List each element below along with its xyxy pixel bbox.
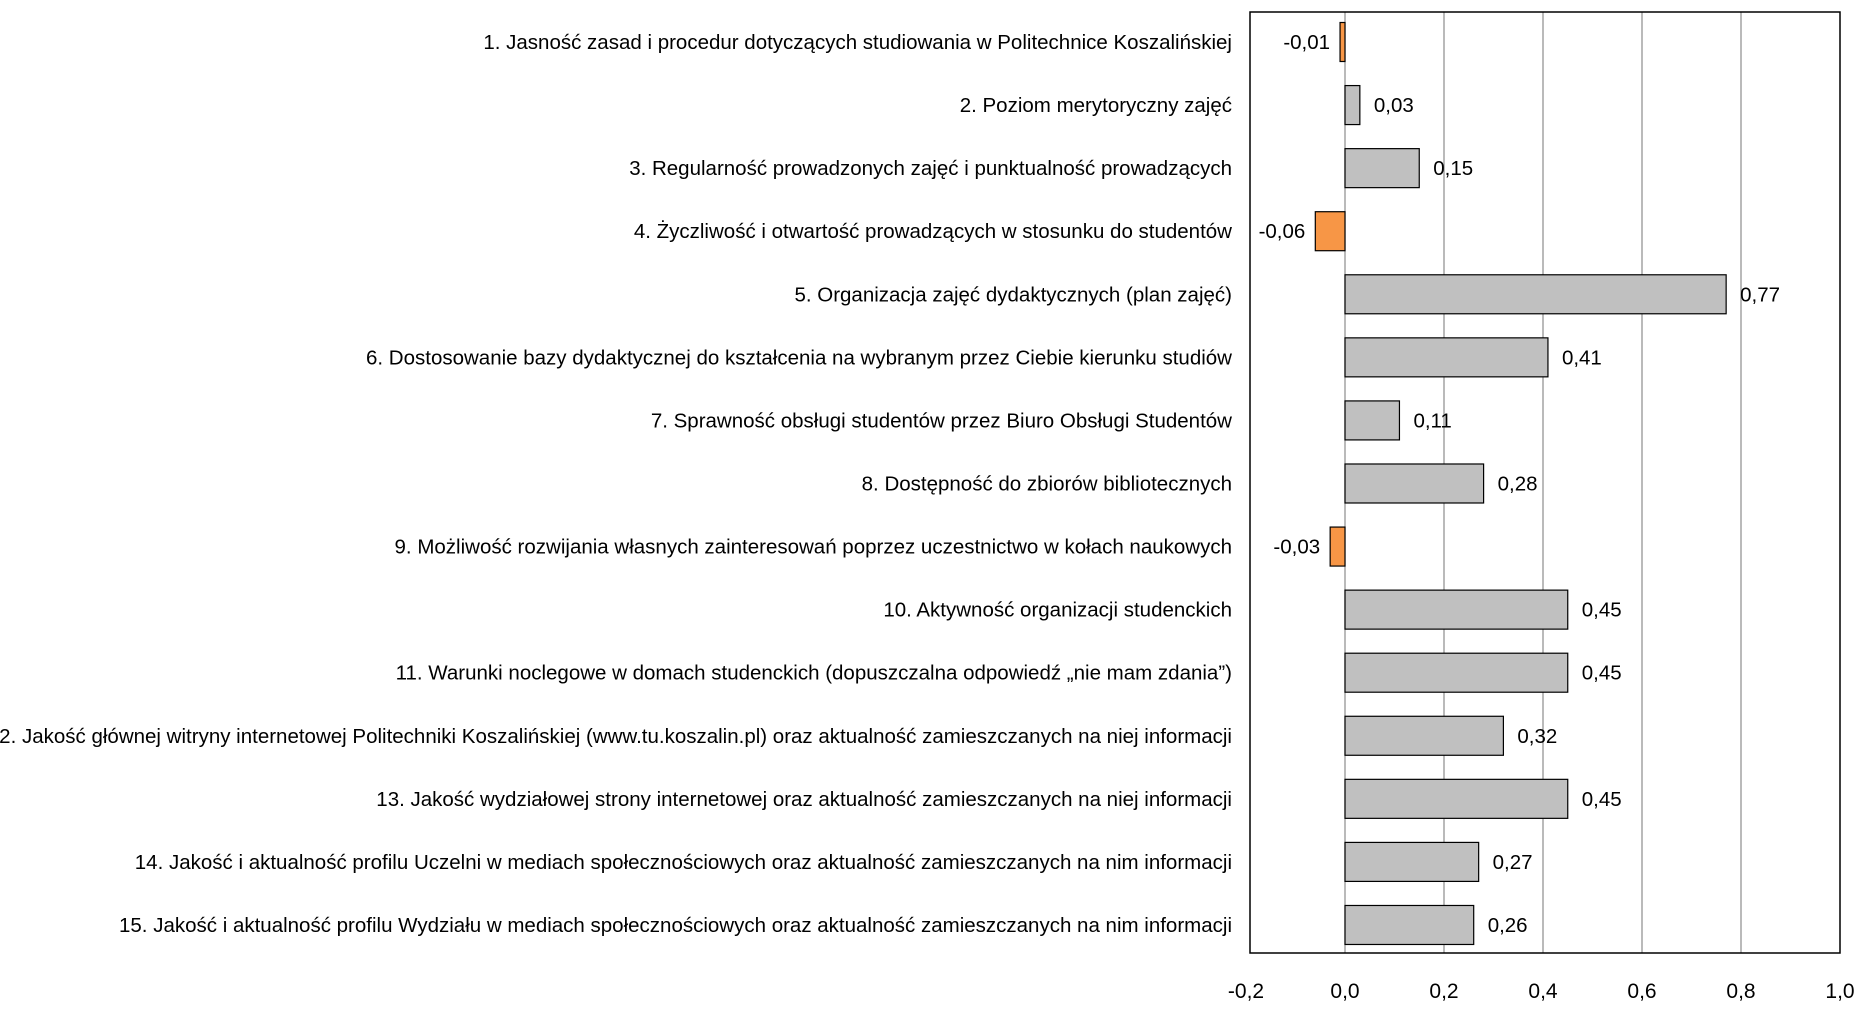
plot-frame: [1249, 11, 1841, 954]
value-label-13: 0,45: [1582, 788, 1622, 811]
category-label-4: 4. Życzliwość i otwartość prowadzących w…: [634, 220, 1232, 243]
category-label-11: 11. Warunki noclegowe w domach studencki…: [396, 662, 1232, 685]
bars: [1314, 21, 1727, 946]
x-tick-label: 0,0: [1330, 980, 1359, 1003]
value-label-12: 0,32: [1517, 725, 1557, 748]
value-label-4: -0,06: [1259, 220, 1306, 243]
value-label-7: 0,11: [1413, 409, 1451, 432]
category-label-12: 12. Jakość głównej witryny internetowej …: [0, 725, 1232, 748]
x-tick-label: 0,2: [1429, 980, 1458, 1003]
x-tick-label: 0,8: [1726, 980, 1755, 1003]
category-label-15: 15. Jakość i aktualność profilu Wydziału…: [119, 914, 1232, 937]
bar-8: [1344, 463, 1485, 504]
category-label-6: 6. Dostosowanie bazy dydaktycznej do ksz…: [366, 346, 1232, 369]
value-label-3: 0,15: [1433, 157, 1473, 180]
category-label-13: 13. Jakość wydziałowej strony internetow…: [376, 788, 1232, 811]
bar-3: [1344, 148, 1420, 189]
bar-7: [1344, 400, 1401, 441]
value-label-5: 0,77: [1740, 283, 1780, 306]
value-label-6: 0,41: [1562, 346, 1602, 369]
bar-9: [1329, 526, 1346, 567]
bar-6: [1344, 337, 1549, 378]
bar-15: [1344, 904, 1475, 946]
value-label-14: 0,27: [1493, 851, 1533, 874]
labels: -0,2 0,0 0,2 0,4 0,6 0,8 1,0 1. Jasność zasad i…: [0, 31, 1855, 1003]
bar-2: [1344, 84, 1361, 126]
bar-10: [1344, 589, 1569, 630]
bar-11: [1344, 652, 1569, 693]
bar-14: [1344, 841, 1480, 883]
x-tick-label: 0,6: [1627, 980, 1656, 1003]
category-label-1: 1. Jasność zasad i procedur dotyczących …: [483, 31, 1232, 54]
category-label-8: 8. Dostępność do zbiorów bibliotecznych: [862, 472, 1232, 495]
bar-13: [1344, 778, 1569, 819]
category-label-14: 14. Jakość i aktualność profilu Uczelni …: [135, 851, 1232, 874]
value-label-9: -0,03: [1273, 536, 1320, 559]
x-tick-label: -0,2: [1228, 980, 1264, 1003]
value-label-10: 0,45: [1582, 599, 1622, 622]
bar-5: [1344, 274, 1727, 315]
bar-4: [1314, 211, 1346, 252]
x-tick-label: 1,0: [1825, 980, 1854, 1003]
value-label-11: 0,45: [1582, 662, 1622, 685]
value-label-2: 0,03: [1374, 94, 1414, 117]
category-label-9: 9. Możliwość rozwijania własnych zainter…: [395, 536, 1232, 559]
category-label-3: 3. Regularność prowadzonych zajęć i punk…: [629, 157, 1232, 180]
category-label-2: 2. Poziom merytoryczny zajęć: [960, 94, 1232, 117]
category-label-10: 10. Aktywność organizacji studenckich: [883, 599, 1232, 622]
value-label-8: 0,28: [1498, 472, 1538, 495]
category-label-5: 5. Organizacja zajęć dydaktycznych (plan…: [794, 283, 1232, 306]
value-label-15: 0,26: [1488, 914, 1528, 937]
x-tick-label: 0,4: [1528, 980, 1558, 1003]
value-label-1: -0,01: [1283, 31, 1330, 54]
category-label-7: 7. Sprawność obsługi studentów przez Biu…: [651, 409, 1232, 432]
bar-12: [1344, 715, 1504, 756]
bar-1: [1339, 21, 1346, 63]
